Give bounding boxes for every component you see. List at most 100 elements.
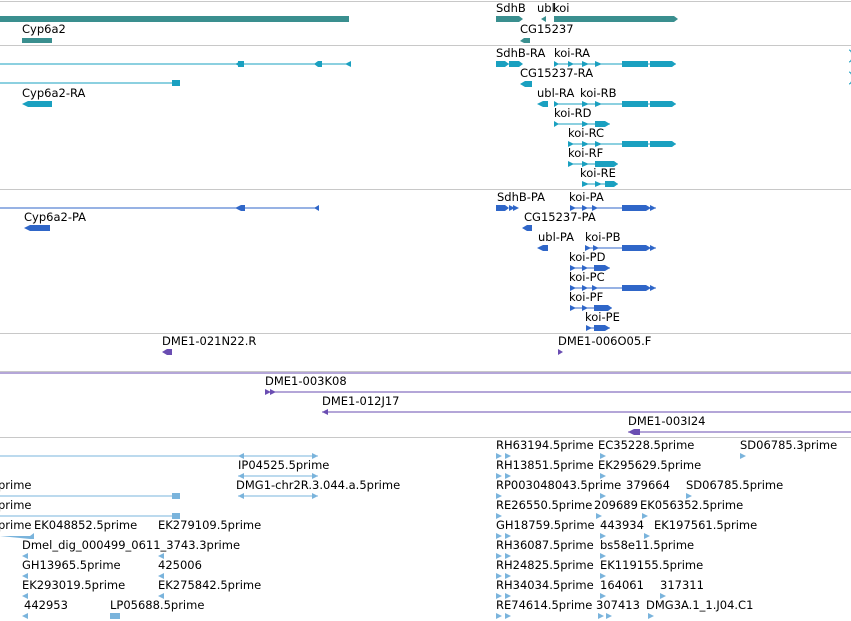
bac-clone-dme1-003k08[interactable]: [265, 389, 271, 395]
est-label: EK295629.5prime: [598, 458, 701, 472]
bac-clone-label: DME1-012J17: [322, 394, 400, 408]
est-label: 209689: [594, 498, 638, 512]
est-label: SD06785.5prime: [686, 478, 783, 492]
est-label: 307413: [596, 598, 640, 612]
est-label: GH18759.5prime: [496, 518, 595, 532]
protein-sdhb-pa[interactable]: [496, 205, 509, 211]
est-label: DMG3A.1_1.J04.C1: [646, 598, 753, 612]
bac-end-label: DME1-006O05.F: [558, 334, 651, 348]
gene-feature-ubl[interactable]: [541, 16, 546, 22]
protein-cyp6a2-pa[interactable]: [24, 225, 50, 231]
transcript-sdhb-ra[interactable]: [496, 61, 509, 67]
est-label: 379664: [626, 478, 670, 492]
est-label: prime: [0, 518, 32, 532]
est-label: bs58e11.5prime: [600, 538, 694, 552]
gene-label: ubl: [537, 1, 555, 15]
protein-koi-pb[interactable]: [646, 245, 651, 251]
est-label: prime: [0, 498, 32, 512]
bac-clone-label: DME1-003K08: [265, 374, 347, 388]
gene-label: koi: [553, 1, 569, 15]
bac-clone-dme1-012j17[interactable]: [322, 409, 328, 415]
protein-label: koi-PD: [569, 250, 606, 264]
est-label: RE74614.5prime: [496, 598, 592, 612]
est-label: EK197561.5prime: [654, 518, 757, 532]
est-feature[interactable]: [0, 533, 34, 539]
protein-koi-pc[interactable]: [646, 285, 651, 291]
est-label: DMG1-chr2R.3.044.a.5prime: [236, 478, 400, 492]
est-label: RE26550.5prime: [496, 498, 592, 512]
protein-label: SdhB-PA: [497, 190, 545, 204]
transcript-label: Cyp6a2-RA: [22, 86, 85, 100]
est-label: RH36087.5prime: [496, 538, 594, 552]
est-label: EC35228.5prime: [598, 438, 694, 452]
protein-koi-pa[interactable]: [646, 205, 651, 211]
protein-label: CG15237-PA: [524, 210, 596, 224]
gene-labels: Cyp6a2 SdhB ubl koi CG15237: [22, 1, 574, 36]
protein-label: koi-PF: [569, 290, 603, 304]
transcript-koi-rf[interactable]: [595, 161, 618, 167]
gene-label: SdhB: [496, 1, 526, 15]
bac-end-track: DME1-021N22.R DME1-006O05.F: [162, 334, 651, 355]
protein-track: [0, 205, 656, 331]
protein-label: Cyp6a2-PA: [24, 210, 86, 224]
est-label: EK056352.5prime: [640, 498, 743, 512]
est-label: EK119155.5prime: [600, 558, 703, 572]
bac-clone-track: DME1-003K08 DME1-012J17 DME1-003I24: [0, 372, 851, 435]
est-label: 442953: [24, 598, 68, 612]
est-label: RH63194.5prime: [496, 438, 594, 452]
transcript-koi-re[interactable]: [605, 181, 618, 187]
track-separators: [0, 1, 851, 438]
bac-end-dme1-006o05-f[interactable]: [558, 349, 563, 355]
protein-label: koi-PE: [585, 310, 620, 324]
est-cluster-right[interactable]: [496, 453, 746, 619]
gene-feature-koi[interactable]: [554, 16, 678, 22]
transcript-cyp6a2-ra[interactable]: [22, 101, 52, 107]
bac-clone-dme1-003i24[interactable]: [628, 429, 640, 435]
est-label: GH13965.5prime: [22, 558, 121, 572]
est-track: [0, 453, 746, 619]
transcript-label: CG15237-RA: [520, 66, 593, 80]
bac-end-label: DME1-021N22.R: [162, 334, 256, 348]
protein-koi-pd[interactable]: [594, 265, 610, 271]
est-label: IP04525.5prime: [238, 458, 329, 472]
transcript-label: koi-RB: [580, 86, 617, 100]
gene-label: Cyp6a2: [22, 22, 66, 36]
est-label: 443934: [600, 518, 644, 532]
transcript-koi-rd[interactable]: [595, 121, 610, 127]
gene-feature-sdhb[interactable]: [496, 16, 523, 22]
transcript-label: koi-RF: [568, 146, 603, 160]
gene-feature-cyp6a2-span[interactable]: [0, 16, 349, 22]
protein-label: koi-PB: [585, 230, 621, 244]
protein-ubl-pa[interactable]: [537, 245, 548, 251]
gene-feature-cg15237[interactable]: [520, 38, 530, 43]
transcript-koi-ra[interactable]: [650, 61, 676, 67]
protein-labels: SdhB-PA koi-PA Cyp6a2-PA CG15237-PA ubl-…: [24, 190, 621, 324]
transcript-koi-rb[interactable]: [650, 101, 676, 107]
bac-end-dme1-021n22-r[interactable]: [162, 349, 172, 355]
est-label: EK279109.5prime: [158, 518, 261, 532]
transcript-label: koi-RC: [568, 126, 604, 140]
protein-cg15237-pa[interactable]: [522, 225, 532, 231]
offscreen-feature-marker: [848, 49, 851, 63]
protein-label: koi-PC: [569, 270, 605, 284]
est-label: Dmel_dig_000499_0611_3743.3prime: [22, 538, 240, 552]
est-label: RH24825.5prime: [496, 558, 594, 572]
transcript-cg15237-ra[interactable]: [520, 81, 532, 87]
est-labels: RH63194.5prime EC35228.5prime SD06785.3p…: [0, 438, 837, 612]
est-label: RH13851.5prime: [496, 458, 594, 472]
est-label: 164061: [600, 578, 644, 592]
est-label: EK275842.5prime: [158, 578, 261, 592]
transcript-ubl-ra[interactable]: [537, 101, 548, 107]
est-label: EK293019.5prime: [22, 578, 125, 592]
protein-koi-pf[interactable]: [594, 305, 612, 311]
transcript-label: koi-RD: [554, 106, 592, 120]
est-label: 317311: [660, 578, 704, 592]
transcript-koi-rc[interactable]: [650, 141, 676, 147]
transcript-label: koi-RE: [580, 166, 616, 180]
protein-koi-pe[interactable]: [594, 325, 610, 331]
transcript-label: ubl-RA: [537, 86, 574, 100]
bac-clone-label: DME1-003I24: [628, 414, 706, 428]
gene-feature-cyp6a2[interactable]: [22, 38, 52, 43]
